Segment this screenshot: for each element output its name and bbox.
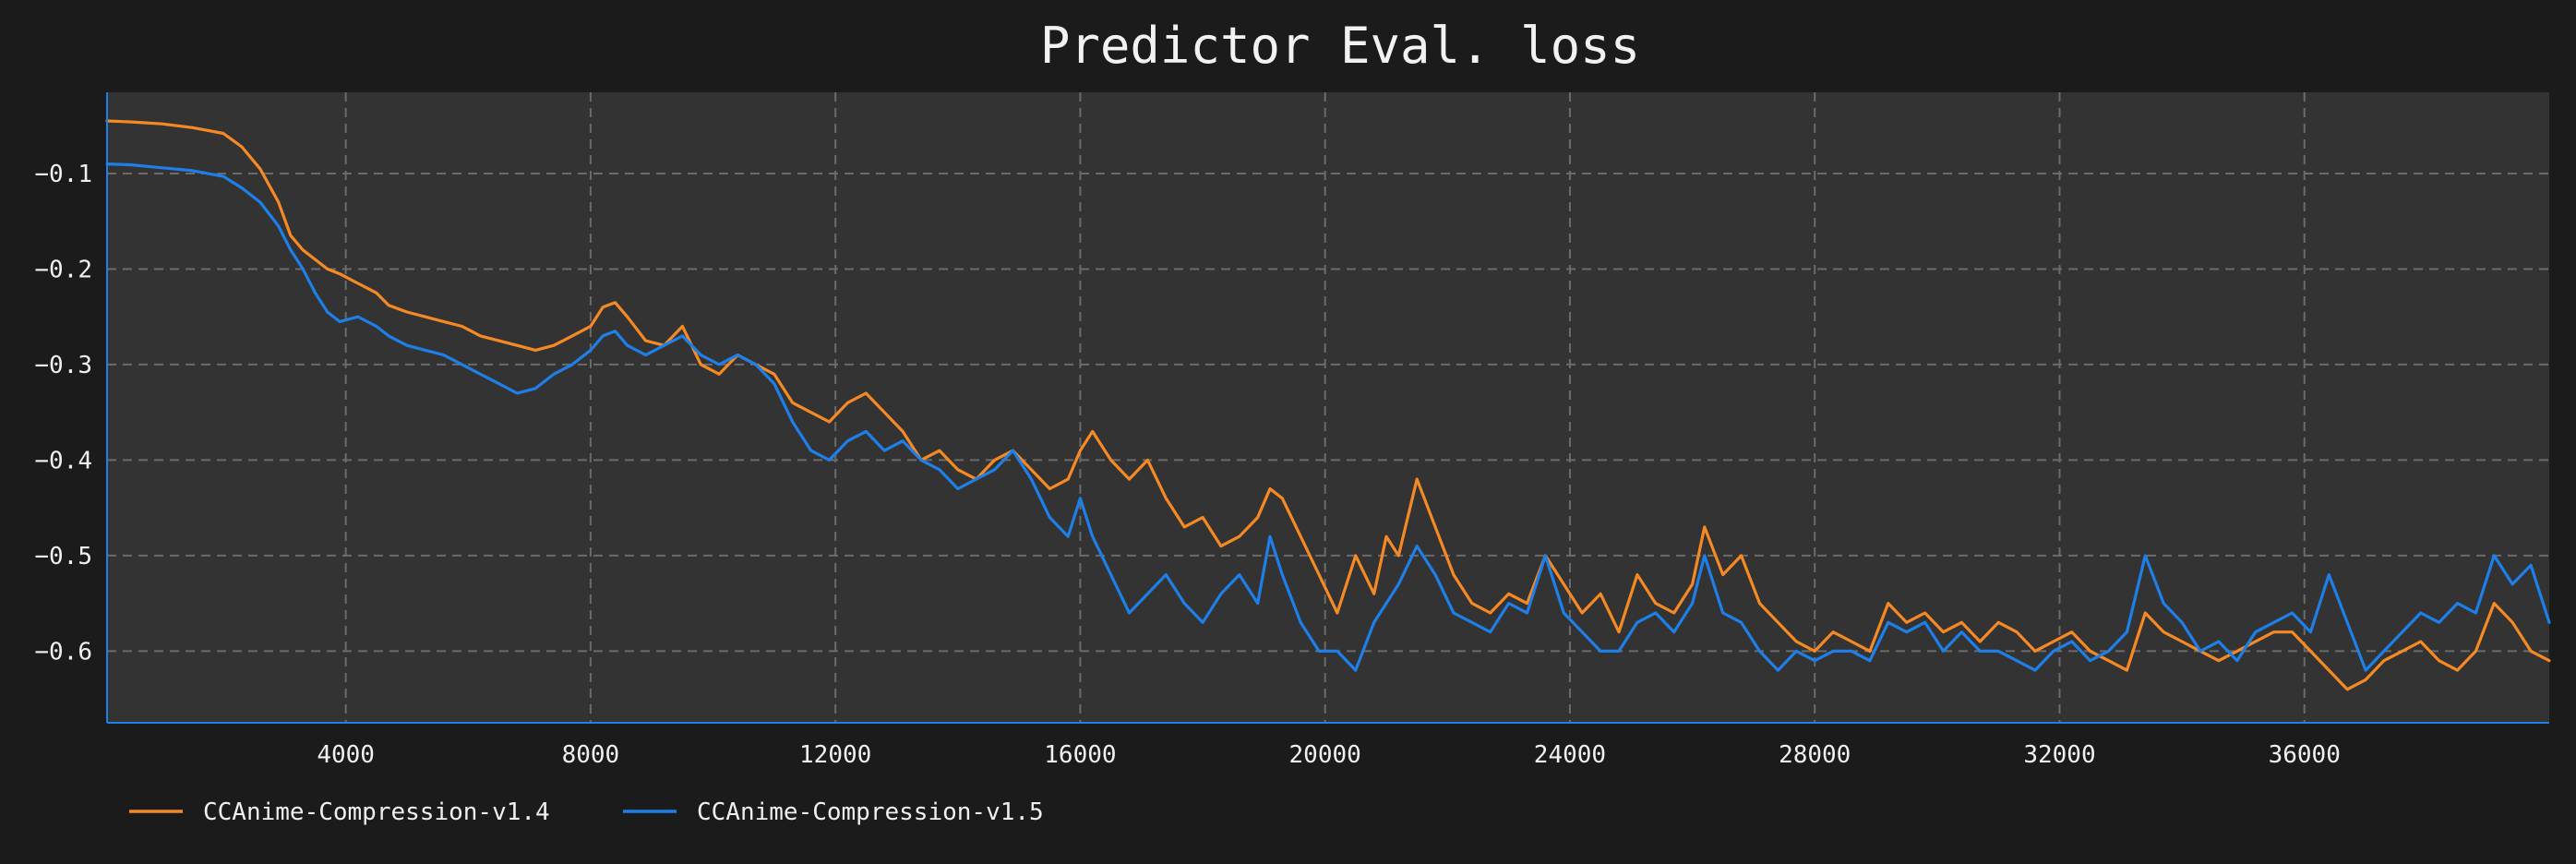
x-tick-label: 24000 — [1534, 741, 1606, 769]
y-tick-label: −0.2 — [34, 256, 92, 283]
y-axis-ticks: −0.1 −0.2 −0.3 −0.4 −0.5 −0.6 — [34, 161, 92, 666]
x-axis-ticks: 4000 8000 12000 16000 20000 24000 28000 32000 36… — [317, 741, 2341, 769]
series-line-CCAnime-Compression-v1.5 — [105, 162, 2551, 672]
x-tick-label: 4000 — [317, 741, 375, 769]
y-tick-label: −0.3 — [34, 352, 92, 379]
chart-title: Predictor Eval. loss — [1040, 17, 1640, 75]
axes — [106, 92, 2549, 724]
x-tick-label: 28000 — [1779, 741, 1851, 769]
x-tick-label: 20000 — [1289, 741, 1361, 769]
plot-area — [107, 92, 2549, 723]
legend: CCAnime-Compression-v1.4 CCAnime-Compress… — [129, 798, 1044, 826]
x-tick-label: 32000 — [2023, 741, 2095, 769]
x-tick-label: 36000 — [2269, 741, 2341, 769]
x-tick-label: 16000 — [1044, 741, 1116, 769]
x-tick-label: 8000 — [562, 741, 620, 769]
series-lines — [105, 119, 2551, 691]
x-tick-label: 12000 — [799, 741, 871, 769]
grid-lines — [107, 92, 2549, 723]
y-tick-label: −0.5 — [34, 543, 92, 570]
y-tick-label: −0.6 — [34, 638, 92, 666]
y-tick-label: −0.4 — [34, 447, 92, 474]
y-tick-label: −0.1 — [34, 161, 92, 188]
series-line-CCAnime-Compression-v1.4 — [105, 119, 2551, 691]
legend-label: CCAnime-Compression-v1.5 — [697, 798, 1044, 826]
legend-label: CCAnime-Compression-v1.4 — [203, 798, 550, 826]
